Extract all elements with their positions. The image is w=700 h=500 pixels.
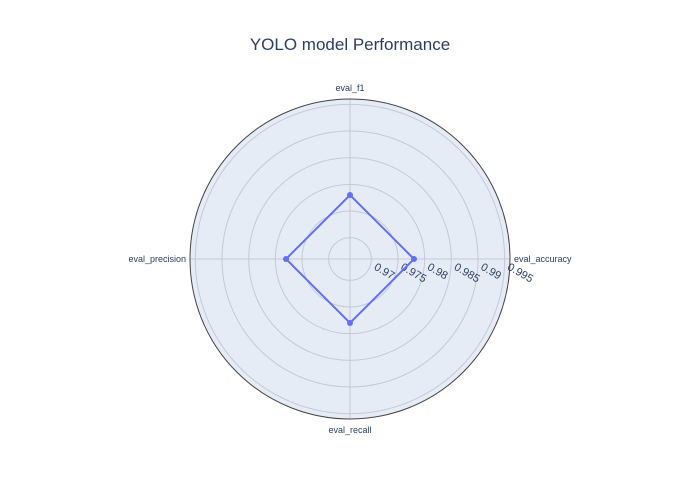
angular-axis-label-eval-f1: eval_f1	[335, 83, 364, 93]
chart-title: YOLO model Performance	[250, 35, 450, 54]
angular-axis-label-eval-recall: eval_recall	[328, 425, 371, 435]
data-point-eval-precision	[283, 256, 289, 262]
data-point-eval-f1	[347, 192, 353, 198]
radial-tick-label: 0.995	[505, 261, 535, 285]
angular-axis-label-eval-precision: eval_precision	[128, 254, 186, 264]
angular-axis-label-eval-accuracy: eval_accuracy	[514, 254, 572, 264]
data-point-eval-accuracy	[411, 256, 417, 262]
polar-outline	[189, 98, 511, 420]
data-point-eval-recall	[347, 320, 353, 326]
